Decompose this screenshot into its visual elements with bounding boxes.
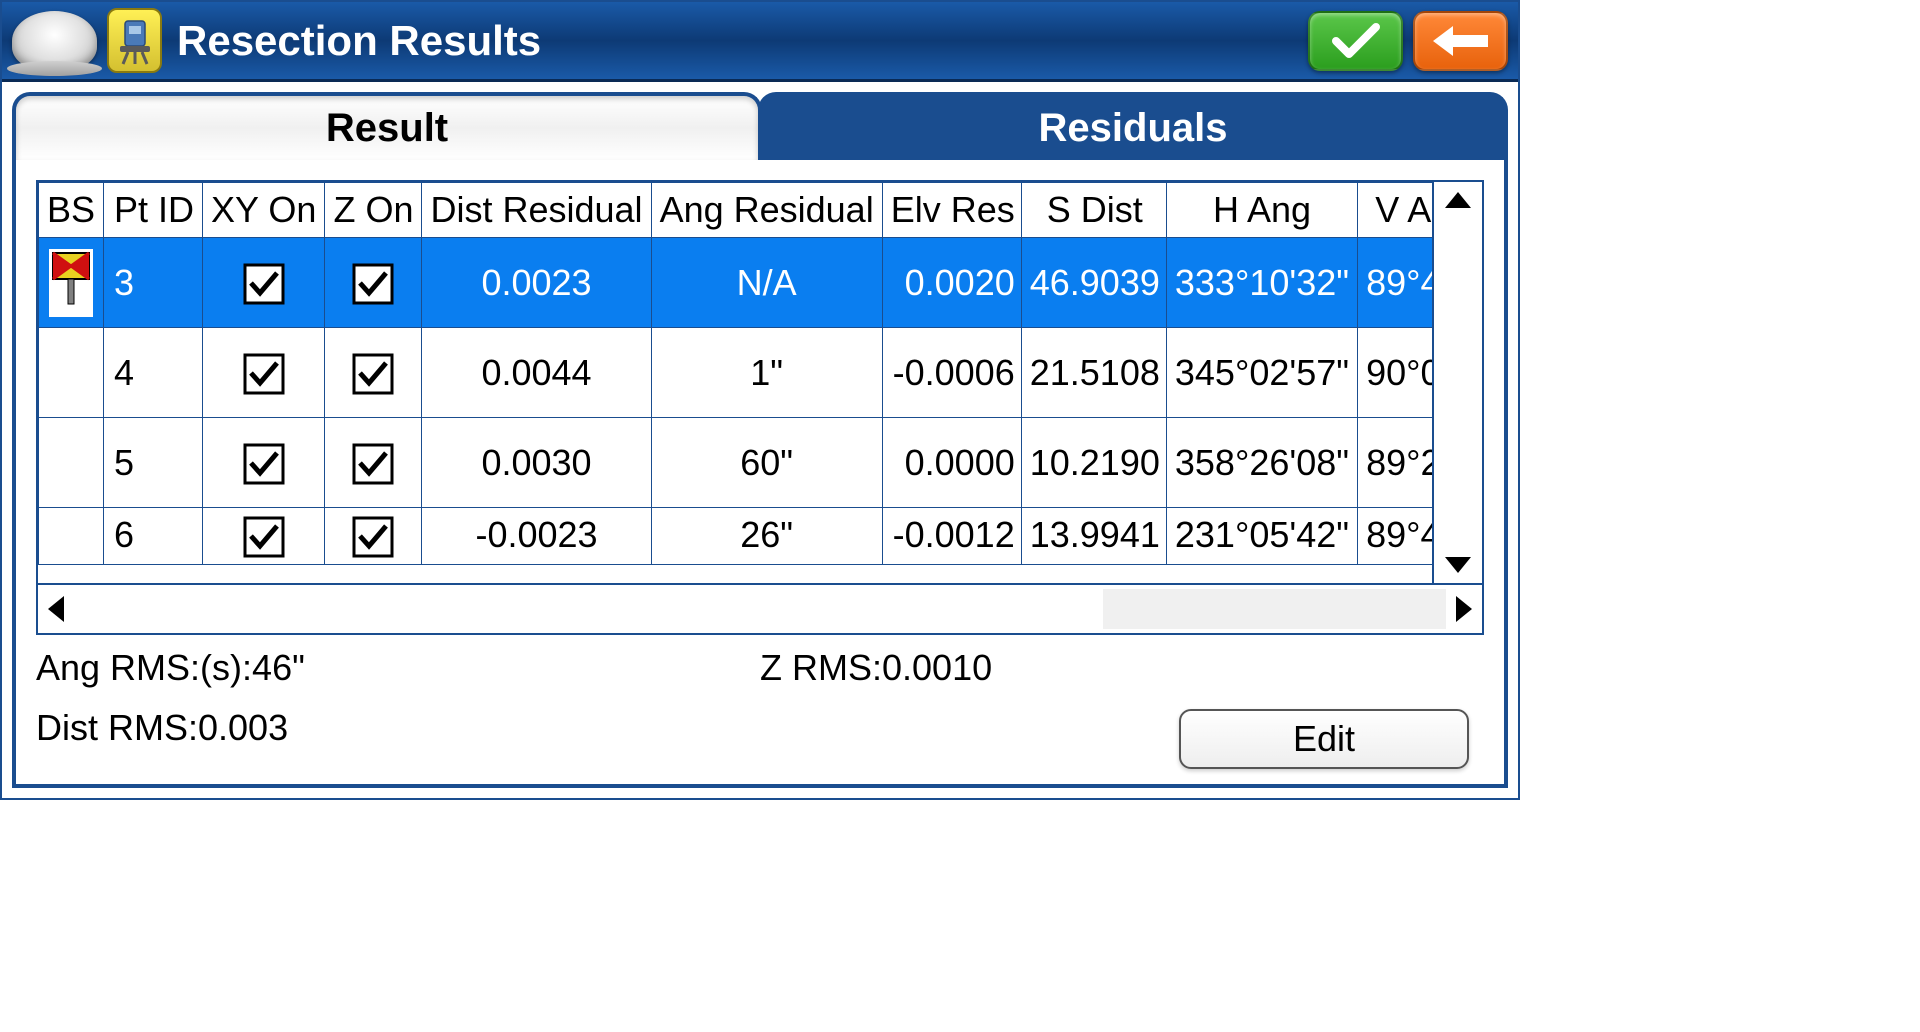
cell-ptid[interactable]: 3: [104, 238, 203, 328]
cell-bs[interactable]: [39, 328, 104, 418]
z-rms-label: Z RMS:: [760, 647, 882, 688]
tab-label: Residuals: [1039, 106, 1228, 151]
cell-ang-residual: N/A: [651, 238, 882, 328]
cell-s-dist: 46.9039: [1021, 238, 1166, 328]
col-header-ptid[interactable]: Pt ID: [104, 183, 203, 238]
back-arrow-icon: [1428, 21, 1493, 61]
scroll-left-icon[interactable]: [46, 594, 66, 624]
cell-ang-residual: 26": [651, 508, 882, 565]
z-rms-stat: Z RMS:0.0010: [760, 647, 1484, 689]
cell-dist-residual: 0.0030: [422, 418, 651, 508]
page-title: Resection Results: [177, 17, 1298, 65]
cell-elv-res: 0.0000: [882, 418, 1021, 508]
hardhat-icon[interactable]: [12, 11, 97, 71]
horizontal-scrollbar[interactable]: [38, 583, 1482, 633]
cell-z-on[interactable]: [325, 508, 422, 565]
back-button[interactable]: [1413, 11, 1508, 71]
scroll-right-icon[interactable]: [1454, 594, 1474, 624]
z-rms-value: 0.0010: [882, 647, 992, 688]
cell-h-ang: 231°05'42": [1166, 508, 1357, 565]
cell-xy-on[interactable]: [203, 238, 325, 328]
scroll-up-icon[interactable]: [1443, 190, 1473, 210]
ang-rms-value: 46": [252, 647, 305, 688]
col-header-s-dist[interactable]: S Dist: [1021, 183, 1166, 238]
col-header-elv-res[interactable]: Elv Res: [882, 183, 1021, 238]
dist-rms-label: Dist RMS:: [36, 707, 198, 748]
table-row[interactable]: 4 0.00441"-0.000621.5108345°02'57"90°09: [39, 328, 1433, 418]
cell-v-ang: 89°25: [1358, 418, 1432, 508]
cell-dist-residual: 0.0023: [422, 238, 651, 328]
cell-v-ang: 89°45: [1358, 238, 1432, 328]
table-row[interactable]: 6 -0.002326"-0.001213.9941231°05'42"89°48: [39, 508, 1433, 565]
cell-elv-res: 0.0020: [882, 238, 1021, 328]
cell-ang-residual: 60": [651, 418, 882, 508]
cell-v-ang: 90°09: [1358, 328, 1432, 418]
ang-rms-label: Ang RMS:(s):: [36, 647, 252, 688]
residuals-table-wrapper: BS Pt ID XY On Z On Dist Residual Ang Re…: [36, 180, 1484, 635]
cell-s-dist: 10.2190: [1021, 418, 1166, 508]
col-header-zon[interactable]: Z On: [325, 183, 422, 238]
cell-elv-res: -0.0006: [882, 328, 1021, 418]
cell-ptid[interactable]: 5: [104, 418, 203, 508]
tab-result[interactable]: Result: [12, 92, 762, 160]
cell-elv-res: -0.0012: [882, 508, 1021, 565]
table-row[interactable]: 5 0.003060"0.000010.2190358°26'08"89°25: [39, 418, 1433, 508]
cell-v-ang: 89°48: [1358, 508, 1432, 565]
cell-bs[interactable]: [39, 238, 104, 328]
cell-h-ang: 345°02'57": [1166, 328, 1357, 418]
tab-residuals[interactable]: Residuals: [758, 92, 1508, 160]
cell-dist-residual: -0.0023: [422, 508, 651, 565]
cell-s-dist: 21.5108: [1021, 328, 1166, 418]
hscroll-thumb[interactable]: [1103, 589, 1446, 629]
cell-z-on[interactable]: [325, 328, 422, 418]
cell-xy-on[interactable]: [203, 418, 325, 508]
vertical-scrollbar[interactable]: [1432, 182, 1482, 583]
instrument-icon[interactable]: [107, 8, 162, 73]
cell-bs[interactable]: [39, 418, 104, 508]
tab-label: Result: [326, 106, 448, 151]
tabs: Result Residuals: [12, 92, 1508, 160]
content-panel: BS Pt ID XY On Z On Dist Residual Ang Re…: [12, 160, 1508, 788]
table-row[interactable]: 3 0.0023N/A0.002046.9039333°10'32"89°45: [39, 238, 1433, 328]
dist-rms-value: 0.003: [198, 707, 288, 748]
cell-bs[interactable]: [39, 508, 104, 565]
col-header-bs[interactable]: BS: [39, 183, 104, 238]
cell-ang-residual: 1": [651, 328, 882, 418]
cell-h-ang: 333°10'32": [1166, 238, 1357, 328]
checkmark-icon: [1331, 21, 1381, 61]
cell-ptid[interactable]: 4: [104, 328, 203, 418]
edit-button[interactable]: Edit: [1179, 709, 1469, 769]
dist-rms-stat: Dist RMS:0.003: [36, 707, 760, 749]
scroll-down-icon[interactable]: [1443, 555, 1473, 575]
col-header-ang-residual[interactable]: Ang Residual: [651, 183, 882, 238]
cell-h-ang: 358°26'08": [1166, 418, 1357, 508]
table-header-row: BS Pt ID XY On Z On Dist Residual Ang Re…: [39, 183, 1433, 238]
cell-dist-residual: 0.0044: [422, 328, 651, 418]
col-header-xyon[interactable]: XY On: [203, 183, 325, 238]
titlebar: Resection Results: [2, 2, 1518, 82]
ok-button[interactable]: [1308, 11, 1403, 71]
cell-xy-on[interactable]: [203, 508, 325, 565]
cell-z-on[interactable]: [325, 418, 422, 508]
ang-rms-stat: Ang RMS:(s):46": [36, 647, 760, 689]
cell-xy-on[interactable]: [203, 328, 325, 418]
col-header-h-ang[interactable]: H Ang: [1166, 183, 1357, 238]
col-header-v-ang[interactable]: V An: [1358, 183, 1432, 238]
cell-s-dist: 13.9941: [1021, 508, 1166, 565]
residuals-table: BS Pt ID XY On Z On Dist Residual Ang Re…: [38, 182, 1432, 565]
cell-z-on[interactable]: [325, 238, 422, 328]
col-header-dist-residual[interactable]: Dist Residual: [422, 183, 651, 238]
hscroll-track[interactable]: [74, 589, 1446, 629]
cell-ptid[interactable]: 6: [104, 508, 203, 565]
